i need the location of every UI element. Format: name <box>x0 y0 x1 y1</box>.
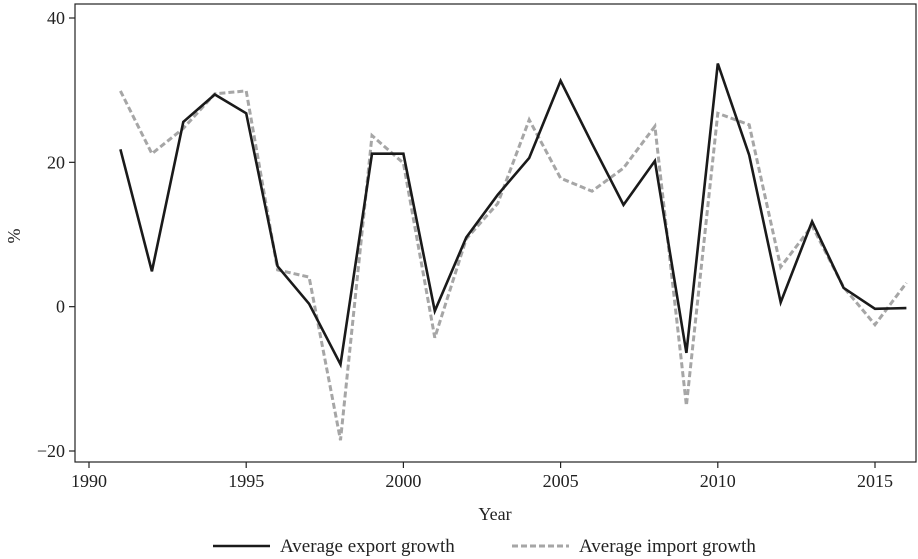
y-tick-label: −20 <box>37 441 65 461</box>
plot-frame <box>74 3 917 463</box>
x-axis-label: Year <box>478 504 511 524</box>
legend-label: Average export growth <box>280 536 455 557</box>
series-layer <box>119 63 908 441</box>
y-tick-label: 40 <box>47 8 65 28</box>
x-tick-label: 2005 <box>543 471 579 491</box>
y-tick-label: 0 <box>56 297 65 317</box>
y-axis-label: % <box>4 229 24 244</box>
x-tick-label: 1995 <box>228 471 264 491</box>
x-axis: 1990 1995 2000 2005 2010 2015 <box>71 462 893 491</box>
legend: Average export growth Average import grow… <box>213 536 756 557</box>
x-tick-label: 2015 <box>857 471 893 491</box>
series-line-import <box>119 89 908 441</box>
x-tick-label: 1990 <box>71 471 107 491</box>
y-tick-label: 20 <box>47 152 65 172</box>
x-tick-label: 2010 <box>700 471 736 491</box>
x-tick-label: 2000 <box>385 471 421 491</box>
series-line-export <box>119 63 907 369</box>
y-axis: −20 0 20 40 <box>37 8 75 461</box>
legend-label: Average import growth <box>579 536 756 557</box>
